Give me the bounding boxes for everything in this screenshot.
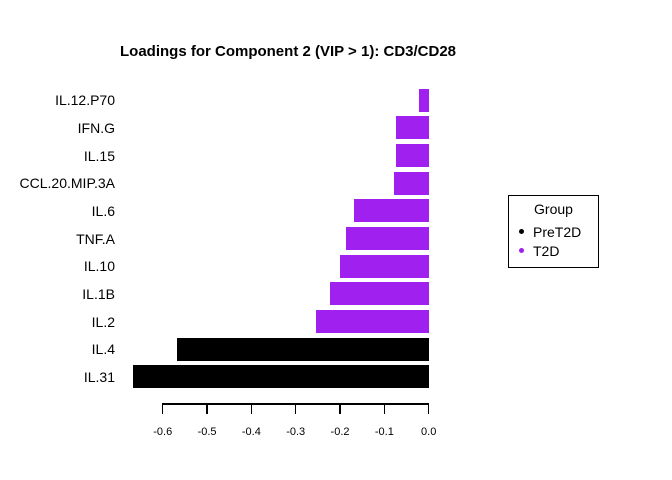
x-axis-tick [427,403,430,414]
legend-items: PreT2D T2D [509,222,598,260]
x-tick-label-0.0: 0.0 [421,426,437,438]
bar-IFN.G [396,116,429,140]
chart-title: Loadings for Component 2 (VIP > 1): CD3/… [119,43,457,60]
x-tick-label--0.6: -0.6 [153,426,173,438]
category-label-IL.4: IL.4 [91,341,115,358]
x-tick-label--0.3: -0.3 [286,426,306,438]
category-label-IL.1B: IL.1B [82,285,115,302]
x-tick-label--0.5: -0.5 [197,426,217,438]
category-label-IL.31: IL.31 [83,368,115,385]
x-axis-tick [294,403,297,414]
legend-dot-icon [519,229,524,234]
category-label-IL.6: IL.6 [91,202,115,219]
category-label-TNF.A: TNF.A [76,230,115,247]
legend-item-label: PreT2D [533,223,582,240]
category-label-IL.15: IL.15 [83,147,115,164]
category-label-IFN.G: IFN.G [77,119,115,136]
legend: Group PreT2D T2D [508,195,599,268]
bar-IL.15 [395,144,429,168]
bar-IL.4 [176,337,429,361]
x-axis-tick [339,403,341,414]
x-axis-tick [206,403,208,414]
category-label-IL.2: IL.2 [91,313,115,330]
bar-IL.10 [340,254,429,278]
x-axis-tick [383,403,386,414]
bar-IL.12.P70 [418,88,429,112]
legend-item-PreT2D: PreT2D [509,222,598,241]
bar-IL.31 [133,365,429,389]
x-axis-tick [161,403,164,414]
bar-IL.1B [330,282,429,306]
x-tick-label--0.4: -0.4 [241,426,261,438]
bar-IL.2 [316,310,429,334]
category-label-IL.10: IL.10 [83,258,115,275]
bar-TNF.A [346,227,429,251]
legend-dot-icon [519,248,524,253]
legend-item-T2D: T2D [509,241,598,260]
category-label-CCL.20.MIP.3A: CCL.20.MIP.3A [19,175,115,192]
bar-IL.6 [353,199,429,223]
x-tick-label--0.2: -0.2 [330,426,350,438]
bar-CCL.20.MIP.3A [394,171,429,195]
x-tick-label--0.1: -0.1 [374,426,394,438]
legend-item-label: T2D [533,242,560,259]
legend-title: Group [534,201,573,217]
x-axis-tick [250,403,253,414]
category-label-IL.12.P70: IL.12.P70 [55,92,115,109]
